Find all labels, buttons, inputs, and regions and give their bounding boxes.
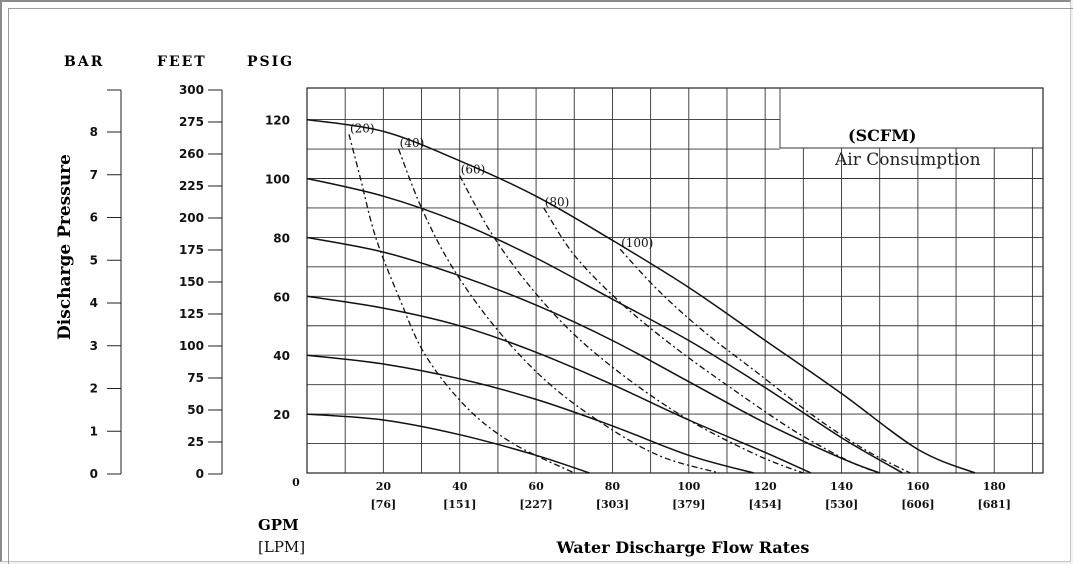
text-labels: BAR FEET PSIG Discharge Pressure (SCFM) … [55,54,1011,557]
x-tick-label-gpm: 0 [292,476,300,489]
x-tick-label-lpm: [681] [978,498,1011,511]
feet-tick-label: 275 [179,115,204,129]
performance-curve [306,118,976,474]
y-axes: 8765432103002752602252001751501251007550… [90,83,290,481]
air-consumption-curve [619,248,911,474]
feet-tick-label: 300 [179,83,204,97]
plot-border [306,87,1044,474]
psig-axis-title: PSIG [247,54,294,70]
legend-subtitle: Air Consumption [834,150,981,170]
x-tick-label-gpm: 20 [376,480,392,493]
psig-tick-label: 80 [273,231,290,245]
feet-tick-label: 150 [179,275,204,289]
air-curve-label: (60) [461,163,486,177]
bar-tick-label: 0 [90,467,98,481]
feet-tick-label: 25 [187,435,204,449]
psig-tick-label: 60 [273,290,290,304]
performance-curve [306,177,903,474]
air-curve-label: (20) [350,121,375,135]
x-tick-label-gpm: 120 [754,480,777,493]
bar-tick-label: 1 [90,424,98,438]
y-axis-label: Discharge Pressure [55,154,75,340]
psig-tick-label: 100 [265,173,290,187]
feet-tick-label: 125 [179,307,204,321]
feet-tick-label: 75 [187,371,204,385]
x-tick-label-lpm: [379] [672,498,705,511]
feet-tick-label: 175 [179,243,204,257]
plot-grid [306,87,1044,474]
feet-axis-title: FEET [157,54,207,70]
feet-tick-label: 50 [187,403,204,417]
psig-tick-label: 120 [265,114,290,128]
performance-curve [306,413,590,474]
air-consumption-curve [397,148,720,474]
feet-tick-label: 225 [179,179,204,193]
bar-tick-label: 3 [90,339,98,353]
feet-tick-label: 0 [196,467,204,481]
data-curves [306,118,976,474]
air-curve-label: (100) [621,236,653,250]
feet-tick-label: 260 [179,147,204,161]
performance-curve [306,354,754,474]
x-axis-label: Water Discharge Flow Rates [556,538,810,557]
performance-curve [306,295,812,474]
bar-tick-label: 8 [90,125,98,139]
legend-title: (SCFM) [848,126,917,145]
x-tick-label-lpm: [227] [519,498,552,511]
x-tick-label-gpm: 80 [605,480,621,493]
air-consumption-curve [459,175,804,474]
feet-tick-label: 100 [179,339,204,353]
x-tick-label-lpm: [76] [371,498,397,511]
chart-inner-border [8,8,1073,564]
x-tick-label-lpm: [151] [443,498,476,511]
bar-tick-label: 6 [90,211,98,225]
bar-tick-label: 2 [90,382,98,396]
air-curve-label: (80) [545,195,570,209]
x-tick-label-lpm: [606] [901,498,934,511]
x-tick-label-lpm: [530] [825,498,858,511]
feet-tick-label: 200 [179,211,204,225]
air-consumption-curve [543,207,880,474]
bar-axis-title: BAR [64,54,104,70]
x-unit-primary: GPM [258,516,299,534]
x-tick-label-gpm: 100 [677,480,700,493]
bar-tick-label: 4 [90,296,98,310]
bar-tick-label: 7 [90,168,98,182]
x-tick-label-gpm: 180 [983,480,1006,493]
x-tick-label-gpm: 40 [452,480,468,493]
x-tick-label-gpm: 140 [830,480,853,493]
air-consumption-curve [348,134,575,474]
x-tick-label-gpm: 60 [528,480,544,493]
performance-curve [306,236,880,474]
x-unit-secondary: [LPM] [258,538,305,556]
psig-tick-label: 20 [273,408,290,422]
x-tick-label-lpm: [303] [596,498,629,511]
x-tick-label-lpm: [454] [748,498,781,511]
x-tick-label-gpm: 160 [906,480,929,493]
bar-tick-label: 5 [90,253,98,267]
air-curve-label: (40) [400,136,425,150]
psig-tick-label: 40 [273,349,290,363]
